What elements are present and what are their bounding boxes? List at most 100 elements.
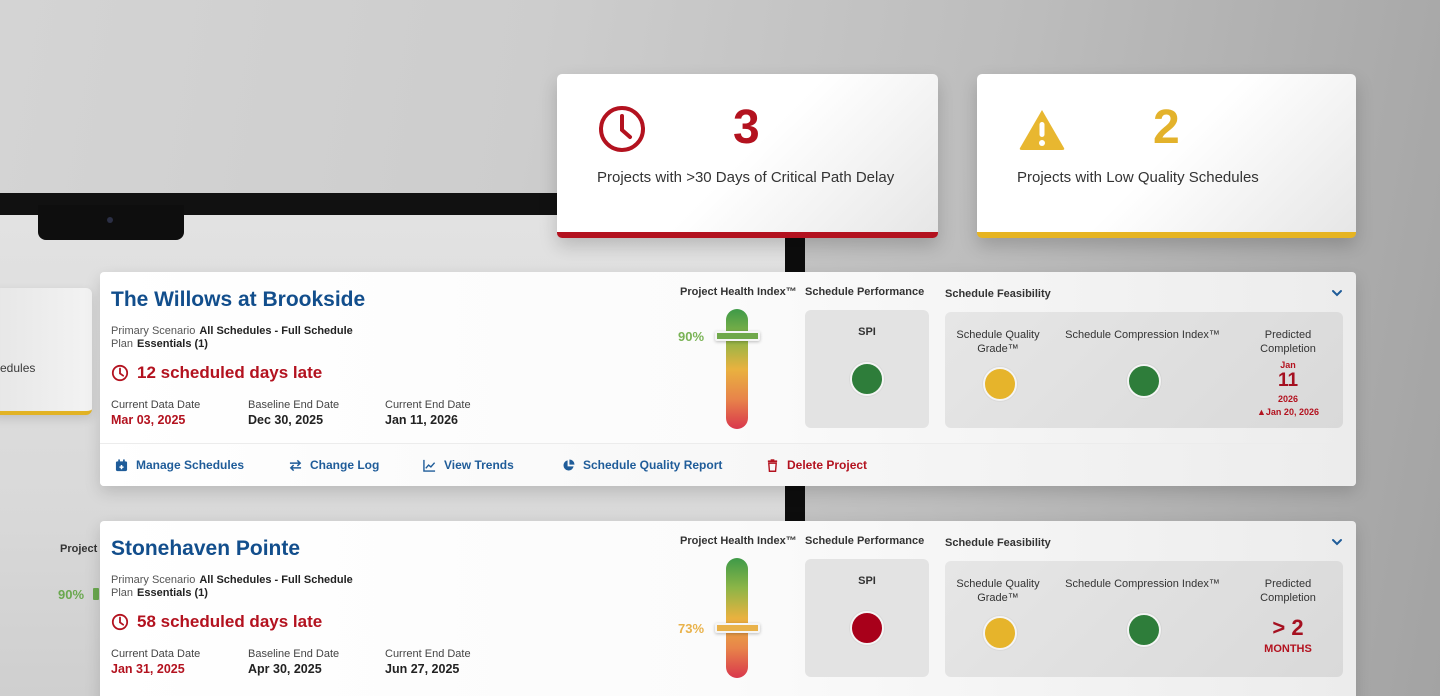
kpi-card-low-quality-schedules[interactable]: 2 Projects with Low Quality Schedules: [977, 74, 1356, 238]
clock-icon: [111, 613, 129, 631]
health-index-value: 73%: [678, 621, 705, 636]
current-end-date-value: Jun 27, 2025: [385, 662, 460, 676]
schedule-quality-report-button[interactable]: Schedule Quality Report: [562, 458, 722, 472]
health-index-gauge: [726, 558, 748, 678]
background-health-percent: 90%: [58, 587, 85, 602]
delete-project-label: Delete Project: [787, 458, 868, 472]
camera-icon: [107, 217, 113, 223]
predicted-completion-label: Predicted Completion: [1260, 329, 1316, 355]
change-log-button[interactable]: Change Log: [289, 458, 379, 472]
health-index-header: Project Health Index™: [680, 535, 797, 547]
schedule-quality-report-label: Schedule Quality Report: [583, 458, 723, 472]
compression-index-dot-green: [1127, 613, 1161, 647]
view-trends-button[interactable]: View Trends: [423, 458, 514, 472]
schedule-feasibility-header: Schedule Feasibility: [945, 288, 1051, 300]
background-health-marker: [93, 588, 99, 600]
predicted-completion-day: 11: [1277, 370, 1299, 391]
current-data-date-value: Jan 31, 2025: [111, 662, 185, 676]
health-index-marker: [715, 623, 760, 633]
plan-label: Plan: [111, 338, 134, 350]
background-project-label: Project: [60, 543, 98, 555]
chevron-down-icon[interactable]: [1330, 535, 1344, 549]
spi-panel: SPI: [805, 559, 929, 677]
spi-label: SPI: [858, 575, 876, 587]
baseline-end-date-value: Apr 30, 2025: [248, 662, 322, 676]
compression-index-dot-green: [1127, 364, 1161, 398]
chevron-down-icon[interactable]: [1330, 286, 1344, 300]
compression-index-label: Schedule Compression Index™: [1065, 329, 1220, 341]
project-card: Stonehaven Pointe Primary Scenario All Sc…: [100, 521, 1356, 696]
kpi-label: Projects with Low Quality Schedules: [1017, 169, 1259, 186]
plan-label: Plan: [111, 587, 134, 599]
compression-index-label: Schedule Compression Index™: [1065, 578, 1220, 590]
project-action-bar: Manage Schedules Change Log View Trends …: [100, 443, 1356, 486]
trend-chart-icon: [423, 459, 436, 472]
days-late-text: 58 scheduled days late: [137, 612, 323, 631]
manage-schedules-label: Manage Schedules: [136, 458, 245, 472]
manage-schedules-button[interactable]: Manage Schedules: [115, 458, 244, 472]
project-title[interactable]: The Willows at Brookside: [111, 288, 366, 311]
primary-scenario-label: Primary Scenario: [111, 574, 196, 586]
kpi-value: 3: [733, 101, 760, 154]
project-title[interactable]: Stonehaven Pointe: [111, 537, 301, 560]
days-late-status: 12 scheduled days late: [111, 363, 322, 383]
kpi-label: Projects with >30 Days of Critical Path …: [597, 169, 895, 186]
spi-label: SPI: [858, 326, 876, 338]
predicted-completion-month: Jan: [1280, 360, 1296, 370]
predicted-completion-label: Predicted Completion: [1260, 578, 1316, 604]
primary-scenario-row: Primary Scenario All Schedules - Full Sch…: [111, 574, 353, 587]
view-trends-label: View Trends: [444, 458, 514, 472]
predicted-completion-delay-value: > 2: [1272, 615, 1304, 640]
current-end-date-label: Current End Date: [385, 648, 471, 660]
predicted-completion-delay-unit: MONTHS: [1264, 643, 1312, 655]
background-kpi-text: edules: [0, 361, 36, 375]
primary-scenario-value: All Schedules - Full Schedule: [199, 325, 353, 337]
current-end-date-label: Current End Date: [385, 399, 471, 411]
plan-value: Essentials (1): [137, 338, 208, 350]
days-late-status: 58 scheduled days late: [111, 612, 322, 632]
pie-chart-icon: [563, 458, 575, 471]
schedule-feasibility-header: Schedule Feasibility: [945, 537, 1051, 549]
quality-grade-dot-yellow: [983, 616, 1017, 650]
primary-scenario-row: Primary Scenario All Schedules - Full Sch…: [111, 325, 353, 338]
quality-grade-dot-yellow: [983, 367, 1017, 401]
kpi-value: 2: [1153, 101, 1180, 154]
quality-grade-label: Schedule Quality Grade™: [956, 329, 1040, 355]
schedule-performance-header: Schedule Performance: [805, 535, 925, 547]
baseline-end-date-label: Baseline End Date: [248, 648, 340, 660]
spi-panel: SPI: [805, 310, 929, 428]
predicted-completion-year: 2026: [1277, 394, 1299, 404]
primary-scenario-value: All Schedules - Full Schedule: [199, 574, 353, 586]
current-end-date-value: Jan 11, 2026: [385, 413, 458, 427]
current-data-date-label: Current Data Date: [111, 399, 201, 411]
baseline-end-date-value: Dec 30, 2025: [248, 413, 324, 427]
health-index-marker: [715, 331, 760, 341]
predicted-completion-baseline: ▲Jan 20, 2026: [1257, 407, 1319, 417]
background-kpi-card: [0, 288, 92, 415]
clock-icon: [111, 364, 129, 382]
trash-icon: [767, 458, 778, 472]
change-log-label: Change Log: [310, 458, 380, 472]
current-end-date: Current End Date Jun 27, 2025: [385, 647, 471, 677]
spi-status-dot-green: [850, 362, 884, 396]
current-data-date: Current Data Date Jan 31, 2025: [111, 647, 200, 677]
baseline-end-date: Baseline End Date Dec 30, 2025: [248, 398, 339, 428]
schedule-feasibility-panel: Schedule Quality Grade™ Schedule Compres…: [945, 561, 1343, 677]
kpi-card-critical-path-delay[interactable]: 3 Projects with >30 Days of Critical Pat…: [557, 74, 938, 238]
schedule-performance-header: Schedule Performance: [805, 286, 925, 298]
quality-grade-label: Schedule Quality Grade™: [956, 578, 1040, 604]
primary-scenario-label: Primary Scenario: [111, 325, 196, 337]
project-card: The Willows at Brookside Primary Scenari…: [100, 272, 1356, 486]
schedule-feasibility-panel: Schedule Quality Grade™ Schedule Compres…: [945, 312, 1343, 428]
health-index-gauge: [726, 309, 748, 429]
delete-project-button[interactable]: Delete Project: [766, 458, 867, 472]
spi-status-dot-red: [850, 611, 884, 645]
calendar-icon: [115, 458, 128, 471]
warning-triangle-icon: [1019, 110, 1065, 150]
current-data-date: Current Data Date Mar 03, 2025: [111, 398, 200, 428]
plan-value: Essentials (1): [137, 587, 208, 599]
swap-arrows-icon: [289, 459, 302, 471]
clock-icon: [599, 106, 645, 152]
health-index-header: Project Health Index™: [680, 286, 797, 298]
days-late-text: 12 scheduled days late: [137, 363, 323, 382]
